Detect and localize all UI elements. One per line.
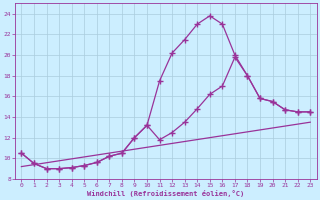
X-axis label: Windchill (Refroidissement éolien,°C): Windchill (Refroidissement éolien,°C): [87, 190, 244, 197]
